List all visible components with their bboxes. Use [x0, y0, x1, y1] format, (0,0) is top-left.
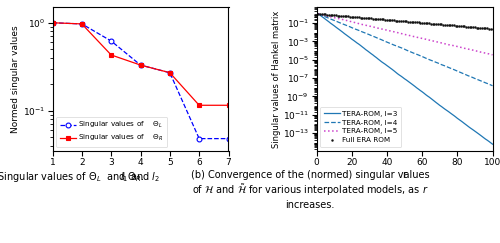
TERA-ROM, l=5 — [480, 51, 486, 54]
TERA-ROM, l=4 — [480, 81, 486, 84]
Full ERA ROM — [348, 15, 354, 18]
Singular values of    $\Theta_L$ — [138, 64, 143, 67]
Singular values of    $\Theta_L$ — [108, 40, 114, 43]
TERA-ROM, l=3 — [480, 136, 486, 139]
X-axis label: $l_1$ and $l_2$: $l_1$ and $l_2$ — [120, 170, 160, 184]
Full ERA ROM — [419, 21, 425, 24]
Full ERA ROM — [476, 26, 482, 29]
TERA-ROM, l=3 — [490, 143, 496, 146]
Line: Full ERA ROM: Full ERA ROM — [317, 13, 494, 30]
Text: (a) Singular values of $\Theta_L$  and $\Theta_R$.: (a) Singular values of $\Theta_L$ and $\… — [0, 170, 144, 184]
Line: TERA-ROM, l=4: TERA-ROM, l=4 — [318, 14, 492, 86]
Y-axis label: Normed singular values: Normed singular values — [11, 25, 20, 133]
Full ERA ROM — [316, 12, 322, 15]
TERA-ROM, l=5 — [419, 37, 425, 40]
Full ERA ROM — [480, 27, 486, 30]
TERA-ROM, l=3 — [419, 90, 425, 93]
TERA-ROM, l=5 — [405, 34, 411, 37]
Singular values of    $\Theta_L$ — [79, 22, 85, 25]
TERA-ROM, l=4 — [490, 84, 496, 87]
TERA-ROM, l=3 — [316, 12, 322, 15]
Singular values of    $\Theta_R$ — [138, 64, 143, 67]
Singular values of    $\Theta_L$ — [226, 137, 232, 140]
Singular values of    $\Theta_L$ — [196, 137, 202, 140]
Full ERA ROM — [356, 16, 362, 19]
TERA-ROM, l=3 — [348, 38, 354, 41]
TERA-ROM, l=4 — [405, 49, 411, 52]
Text: (b) Convergence of the (normed) singular values
of $\mathcal{H}$ and $\tilde{\ma: (b) Convergence of the (normed) singular… — [190, 170, 430, 210]
Y-axis label: Singular values of Hankel matrix: Singular values of Hankel matrix — [272, 10, 281, 148]
TERA-ROM, l=4 — [476, 78, 482, 81]
TERA-ROM, l=4 — [356, 29, 362, 32]
TERA-ROM, l=4 — [419, 55, 425, 58]
Full ERA ROM — [405, 20, 411, 23]
Full ERA ROM — [490, 27, 496, 30]
Singular values of    $\Theta_R$ — [196, 104, 202, 107]
X-axis label: r: r — [402, 170, 406, 180]
TERA-ROM, l=4 — [316, 12, 322, 15]
Line: Singular values of    $\Theta_L$: Singular values of $\Theta_L$ — [50, 20, 231, 141]
TERA-ROM, l=5 — [316, 12, 322, 15]
Line: TERA-ROM, l=3: TERA-ROM, l=3 — [318, 14, 492, 144]
TERA-ROM, l=5 — [348, 20, 354, 23]
Singular values of    $\Theta_R$ — [50, 21, 56, 24]
TERA-ROM, l=5 — [356, 22, 362, 25]
TERA-ROM, l=3 — [476, 132, 482, 135]
Singular values of    $\Theta_L$ — [167, 71, 173, 74]
Singular values of    $\Theta_R$ — [108, 53, 114, 56]
Legend: Singular values of    $\Theta_L$, Singular values of    $\Theta_R$: Singular values of $\Theta_L$, Singular … — [56, 117, 167, 147]
TERA-ROM, l=3 — [405, 80, 411, 83]
Singular values of    $\Theta_L$ — [50, 21, 56, 24]
Singular values of    $\Theta_R$ — [226, 104, 232, 107]
TERA-ROM, l=3 — [356, 43, 362, 45]
Legend: TERA-ROM, l=3, TERA-ROM, l=4, TERA-ROM, l=5, Full ERA ROM: TERA-ROM, l=3, TERA-ROM, l=4, TERA-ROM, … — [320, 107, 402, 147]
TERA-ROM, l=5 — [476, 50, 482, 53]
TERA-ROM, l=5 — [490, 53, 496, 56]
Singular values of    $\Theta_R$ — [167, 71, 173, 74]
Line: Singular values of    $\Theta_R$: Singular values of $\Theta_R$ — [50, 20, 231, 108]
Singular values of    $\Theta_R$ — [79, 22, 85, 25]
TERA-ROM, l=4 — [348, 26, 354, 29]
Line: TERA-ROM, l=5: TERA-ROM, l=5 — [318, 14, 492, 55]
